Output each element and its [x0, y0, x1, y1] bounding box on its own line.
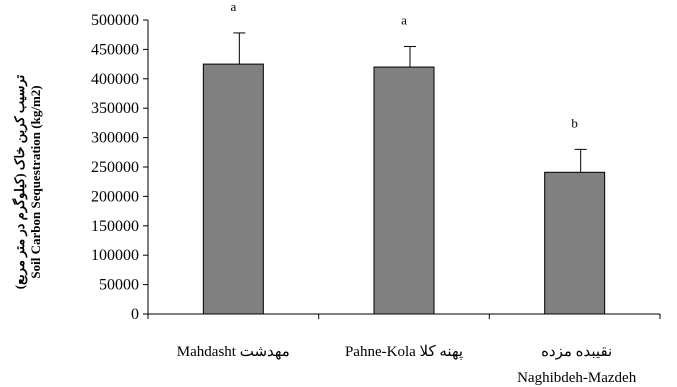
y-tick-label: 0 [131, 306, 139, 323]
bar [373, 66, 435, 315]
y-axis-title-persian: ترسیب کربن خاک (کیلوگرم در متر مربع) [11, 74, 28, 289]
category-label-latin: Naghibdeh-Mazdeh [517, 370, 637, 386]
y-tick-label: 500000 [91, 12, 139, 29]
bars-group [202, 32, 606, 315]
significance-label: a [230, 0, 236, 14]
y-tick-label: 200000 [91, 188, 139, 205]
y-tick-label: 250000 [91, 159, 139, 176]
y-tick-label: 400000 [91, 71, 139, 88]
category-label: Mahdasht مهدشت [177, 344, 290, 360]
axes-group: 0 50000 100000 150000 200000 250000 300000 3500… [91, 12, 661, 323]
y-tick-label: 100000 [91, 247, 139, 264]
y-axis-title: Soil Carbon Sequestration (kg/m2) [28, 85, 43, 278]
bar [202, 63, 264, 315]
significance-label: b [571, 115, 578, 130]
y-tick-label: 300000 [91, 130, 139, 147]
significance-label: a [401, 12, 407, 27]
y-tick-label: 450000 [91, 41, 139, 58]
labels-group: a Mahdasht مهدشت a Pahne-Kola پهنه کلا b نقیب… [177, 0, 637, 386]
y-tick-label: 350000 [91, 100, 139, 117]
bar [544, 171, 606, 315]
category-label: Pahne-Kola پهنه کلا [345, 344, 463, 360]
y-tick-label: 150000 [91, 218, 139, 235]
y-axis-title-group: ترسیب کربن خاک (کیلوگرم در متر مربع) Soi… [11, 74, 43, 289]
y-tick-label: 50000 [99, 277, 139, 294]
category-label-persian: نقیبده مزده [541, 344, 612, 360]
